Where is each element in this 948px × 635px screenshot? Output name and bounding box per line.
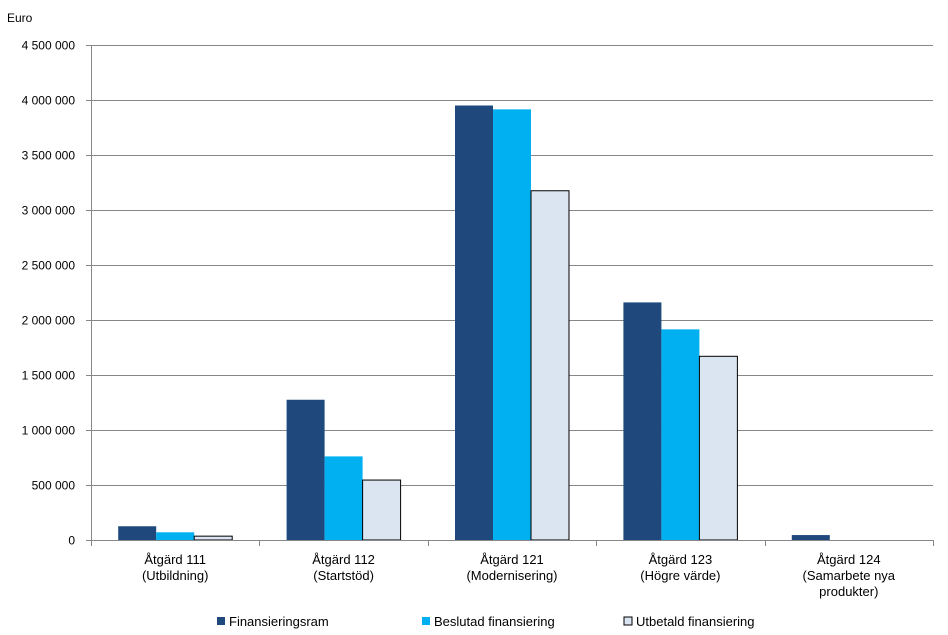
y-tick-label: 1 500 000 [22,369,76,383]
legend-label: Finansieringsram [229,614,329,629]
bar-finansieringsram [286,399,325,540]
y-tick-label: 2 000 000 [22,314,76,328]
bar-utbetald-finansiering [362,479,402,541]
y-tick-label: 500 000 [32,479,76,493]
x-tick-labels: Åtgärd 111 (Utbildning) Åtgärd 112 (Startst… [142,552,896,599]
x-tick-label: Åtgärd 124 (Samarbete nya produkter) [803,552,896,599]
bars [118,105,830,541]
legend-label: Beslutad finansiering [434,614,555,629]
bar-utbetald-finansiering [530,190,570,541]
y-tick-label: 3 000 000 [22,204,76,218]
x-tick-label: Åtgärd 111 (Utbildning) [142,552,208,583]
bar-beslutad-finansiering [324,456,363,540]
y-tick-labels: 0 500 000 1 000 000 1 500 000 2 000 000 2 500… [22,39,76,548]
bar-finansieringsram [791,535,830,540]
y-axis-title: Euro [7,11,33,25]
bar-utbetald-finansiering [698,355,738,541]
bar-beslutad-finansiering [661,329,700,540]
x-tick-label: Åtgärd 123 (Högre värde) [640,552,720,583]
bar-utbetald-finansiering [193,535,233,541]
y-tick-label: 4 000 000 [22,94,76,108]
legend-swatch [217,617,225,625]
bar-beslutad-finansiering [493,109,531,540]
bar-finansieringsram [118,526,157,540]
bar-beslutad-finansiering [156,532,195,540]
y-tick-label: 2 500 000 [22,259,76,273]
bar-finansieringsram [623,302,662,540]
y-tick-label: 3 500 000 [22,149,76,163]
y-tick-label: 1 000 000 [22,424,76,438]
x-tick-label: Åtgärd 121 (Modernisering) [466,552,557,583]
y-tick-label: 4 500 000 [22,39,76,53]
legend-swatch [623,616,633,626]
legend-label: Utbetald finansiering [636,614,755,629]
axes [86,45,934,546]
legend: Finansieringsram Beslutad finansiering Utb… [217,614,755,629]
legend-swatch [422,617,430,625]
y-tick-label: 0 [68,534,75,548]
bar-finansieringsram [455,105,493,540]
x-tick-label: Åtgärd 112 (Startstöd) [312,552,375,583]
